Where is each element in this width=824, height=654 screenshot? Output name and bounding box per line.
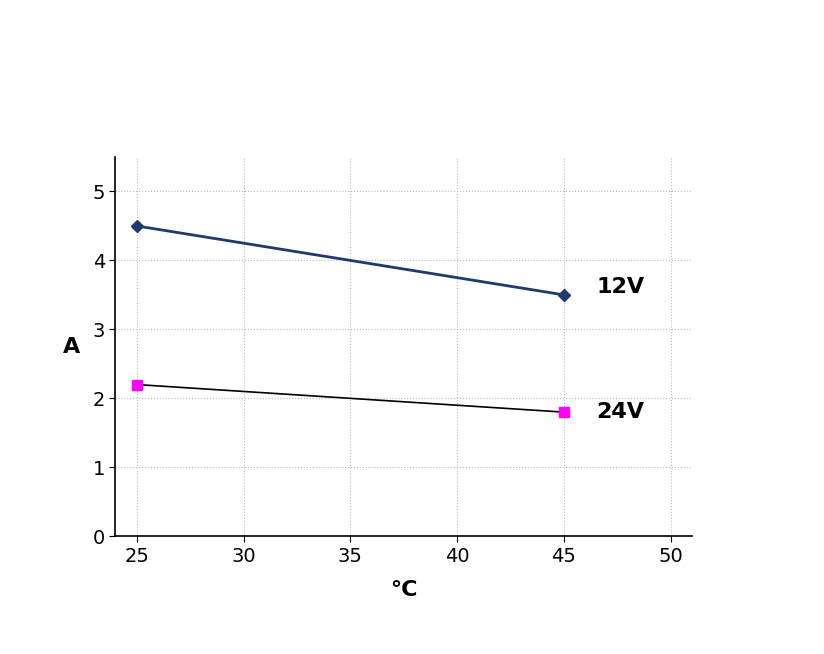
Text: 24V: 24V <box>596 402 644 422</box>
Y-axis label: A: A <box>63 337 80 356</box>
X-axis label: °C: °C <box>390 579 418 600</box>
Text: 12V: 12V <box>596 277 644 297</box>
